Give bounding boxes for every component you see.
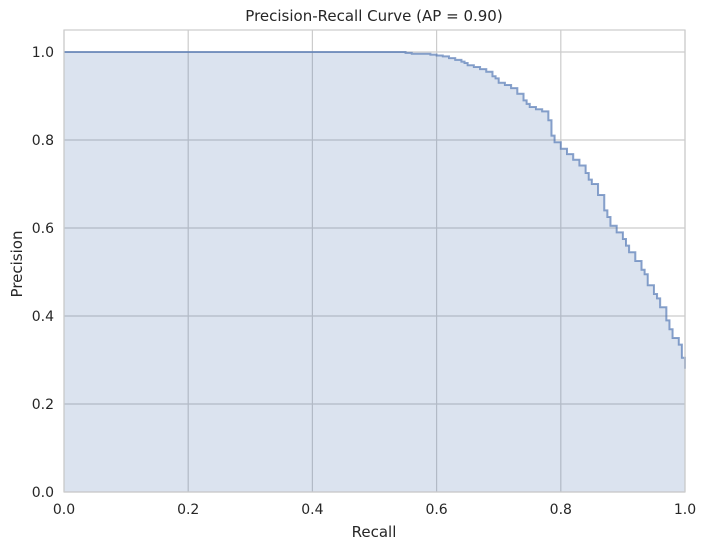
plot-frame xyxy=(63,29,686,493)
y-tick-label: 1.0 xyxy=(32,45,54,61)
x-axis-label: Recall xyxy=(352,523,397,541)
x-tick-label: 0.2 xyxy=(177,502,199,518)
y-tick-labels: 0.0 0.2 0.4 0.6 0.8 1.0 xyxy=(32,45,54,501)
x-tick-label: 0.4 xyxy=(301,502,323,518)
x-tick-labels: 0.0 0.2 0.4 0.6 0.8 1.0 xyxy=(53,502,696,518)
chart-title: Precision-Recall Curve (AP = 0.90) xyxy=(245,7,502,25)
x-tick-label: 0.8 xyxy=(550,502,572,518)
x-tick-label: 1.0 xyxy=(674,502,696,518)
pr-area-fill xyxy=(64,52,685,492)
y-tick-label: 0.6 xyxy=(32,221,54,237)
y-tick-label: 0.4 xyxy=(32,309,54,325)
x-tick-label: 0.0 xyxy=(53,502,75,518)
y-axis-label: Precision xyxy=(8,231,26,298)
x-tick-label: 0.6 xyxy=(425,502,447,518)
y-tick-label: 0.8 xyxy=(32,133,54,149)
y-tick-label: 0.0 xyxy=(32,485,54,501)
y-tick-label: 0.2 xyxy=(32,397,54,413)
pr-curve-line xyxy=(64,51,686,369)
